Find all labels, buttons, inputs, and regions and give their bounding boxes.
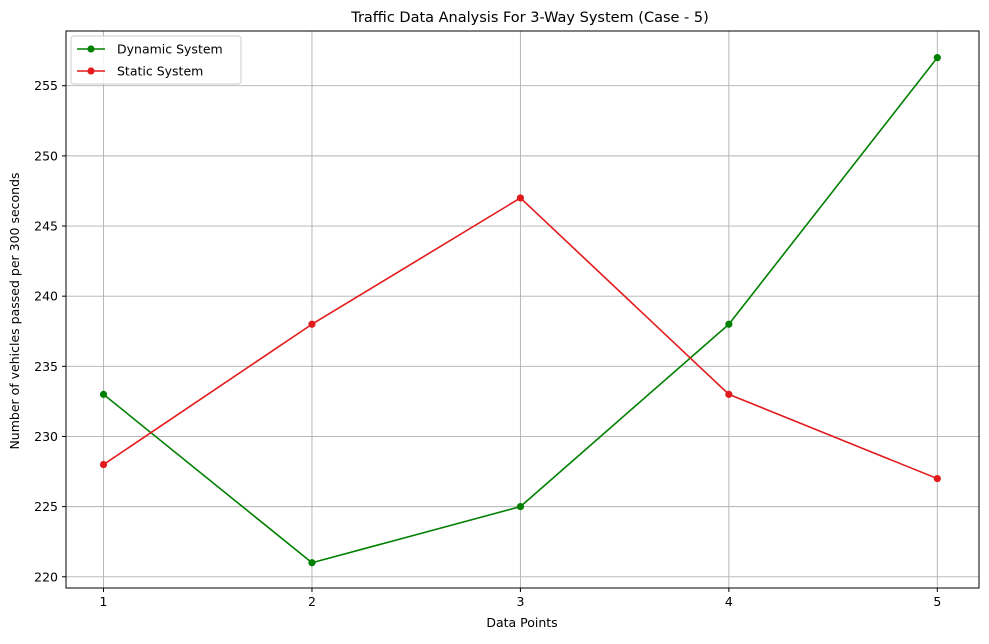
- axes: [62, 30, 980, 592]
- data-point-s1-4: [725, 390, 733, 398]
- grid-lines: [66, 31, 979, 588]
- y-tick-label-8: 255: [34, 78, 58, 93]
- data-point-s1-2: [308, 320, 316, 328]
- legend-marker-0: [87, 45, 95, 53]
- data-point-s0-1: [99, 390, 108, 398]
- chart-title: Traffic Data Analysis For 3-Way System (…: [350, 10, 709, 26]
- data-point-s1-1: [99, 460, 108, 469]
- y-tick-label-3: 230: [34, 429, 58, 444]
- data-point-s0-4: [725, 320, 733, 328]
- data-point-s1-5: [933, 474, 941, 483]
- x-tick-label-4: 4: [725, 594, 733, 609]
- data-point-s0-2: [308, 559, 316, 567]
- y-tick-label-4: 235: [34, 359, 58, 374]
- legend: Dynamic System Static System: [70, 35, 242, 85]
- legend-entry-dynamic: Dynamic System: [77, 42, 223, 57]
- x-tick-label-1: 1: [100, 594, 108, 609]
- legend-label-static: Static System: [117, 64, 203, 79]
- data-point-s0-3: [516, 503, 525, 511]
- legend-entry-static: Static System: [77, 64, 203, 79]
- y-tick-label-2: 225: [34, 499, 58, 514]
- y-axis-label: Number of vehicles passed per 300 second…: [7, 172, 22, 449]
- plot-frame: [65, 30, 980, 589]
- y-tick-label-5: 240: [34, 289, 58, 304]
- x-axis-label: Data Points: [486, 615, 557, 630]
- x-tick-label-2: 2: [308, 594, 316, 609]
- tick-labels: 1 2 3 4 5 220 225 230 235 240 245 250 255: [34, 78, 941, 609]
- data-point-s0-5: [933, 54, 941, 62]
- legend-label-dynamic: Dynamic System: [117, 42, 223, 57]
- legend-box: [70, 35, 242, 85]
- x-tick-label-5: 5: [933, 594, 941, 609]
- data-point-s1-3: [516, 194, 525, 202]
- y-tick-label-1: 220: [34, 569, 58, 584]
- x-tick-label-3: 3: [516, 594, 524, 609]
- y-tick-label-7: 250: [34, 148, 58, 163]
- y-tick-label-6: 245: [34, 219, 58, 234]
- series-group: [99, 54, 941, 567]
- legend-marker-1: [87, 67, 95, 75]
